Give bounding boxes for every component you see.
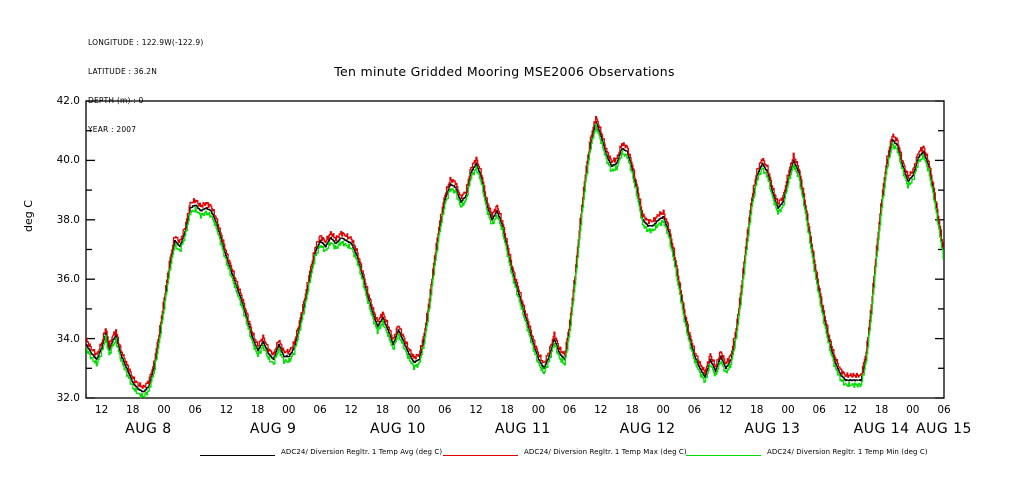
x-axis-day-label: AUG 9 (249, 421, 297, 437)
metadata-longitude: LONGITUDE : 122.9W(-122.9) (88, 38, 204, 48)
metadata-year: YEAR : 2007 (88, 124, 137, 134)
axis-ticks (85, 100, 944, 399)
x-axis-hour-label: 00 (282, 404, 296, 416)
x-axis-hour-label: 00 (781, 404, 795, 416)
trace-min (86, 123, 944, 398)
x-axis-hour-label: 00 (906, 404, 920, 416)
x-axis-hour-label: 18 (750, 404, 764, 416)
x-axis-hour-label: 00 (531, 404, 546, 416)
x-axis-hour-label: 06 (562, 404, 577, 416)
y-axis-tick-label: 36.0 (56, 273, 80, 286)
x-axis-hour-label: 12 (94, 404, 109, 416)
x-axis-hour-label: 18 (625, 404, 639, 416)
legend-swatch-min (686, 455, 761, 456)
x-axis-hour-label: 06 (937, 404, 951, 416)
legend-label-avg: ADC24/ Diversion Regltr. 1 Temp Avg (deg… (281, 448, 443, 456)
x-axis-hour-label: 00 (656, 404, 670, 416)
x-axis-hour-label: 12 (718, 404, 733, 416)
chart-legend: ADC24/ Diversion Regltr. 1 Temp Avg (deg… (0, 447, 1009, 465)
y-axis-tick-label: 32.0 (56, 392, 80, 404)
legend-label-max: ADC24/ Diversion Regltr. 1 Temp Max (deg… (524, 448, 687, 456)
legend-swatch-avg (200, 455, 275, 456)
x-axis-hour-label: 18 (250, 404, 265, 416)
x-axis-hour-label: 12 (594, 404, 608, 416)
x-axis-hour-label: 00 (157, 404, 171, 416)
x-axis-hour-label: 18 (126, 404, 140, 416)
x-axis-hour-label: 06 (687, 404, 702, 416)
x-axis-hour-label: 18 (500, 404, 514, 416)
x-axis-day-label: AUG 10 (370, 421, 426, 437)
x-axis-hour-label: 12 (469, 404, 483, 416)
data-traces (86, 115, 944, 398)
x-axis-hour-label: 06 (188, 404, 202, 416)
chart-title: Ten minute Gridded Mooring MSE2006 Obser… (334, 64, 675, 79)
x-axis-day-label: AUG 14 (853, 421, 910, 437)
legend-swatch-max (443, 455, 518, 456)
x-axis-hour-label: 06 (812, 404, 826, 416)
metadata-latitude: LATITUDE : 36.2N (88, 66, 158, 76)
y-axis-tick-label: 34.0 (56, 332, 80, 345)
x-axis-hour-label: 18 (874, 404, 889, 416)
x-axis-hour-label: 12 (344, 404, 358, 416)
x-axis-hour-label: 12 (843, 404, 858, 416)
x-axis-day-label: AUG 13 (744, 421, 801, 437)
x-axis-hour-label: 00 (406, 404, 421, 416)
y-axis-tick-label: 40.0 (56, 154, 80, 167)
y-axis-tick-labels: 42.0 40.0 38.0 36.0 34.0 32.0 (30, 0, 80, 504)
y-axis-tick-label: 38.0 (56, 213, 80, 226)
x-axis-day-label: AUG 11 (494, 421, 551, 437)
x-axis-hour-label: 18 (375, 404, 390, 416)
x-axis-hour-label: 06 (313, 404, 327, 416)
x-axis-hour-label: 12 (219, 404, 234, 416)
legend-label-min: ADC24/ Diversion Regltr. 1 Temp Min (deg… (767, 448, 928, 456)
plot-frame (85, 100, 945, 399)
metadata-block: LONGITUDE : 122.9W(-122.9) LATITUDE : 36… (88, 19, 203, 144)
x-axis-hour-label: 06 (438, 404, 452, 416)
trace-max (86, 115, 944, 389)
y-axis-tick-label: 42.0 (56, 95, 80, 107)
x-axis-day-label: AUG 12 (619, 421, 676, 437)
metadata-depth: DEPTH (m) : 0 (88, 95, 144, 105)
x-axis-day-label: AUG 8 (125, 421, 172, 437)
x-axis-day-label: AUG 15 (916, 421, 972, 437)
